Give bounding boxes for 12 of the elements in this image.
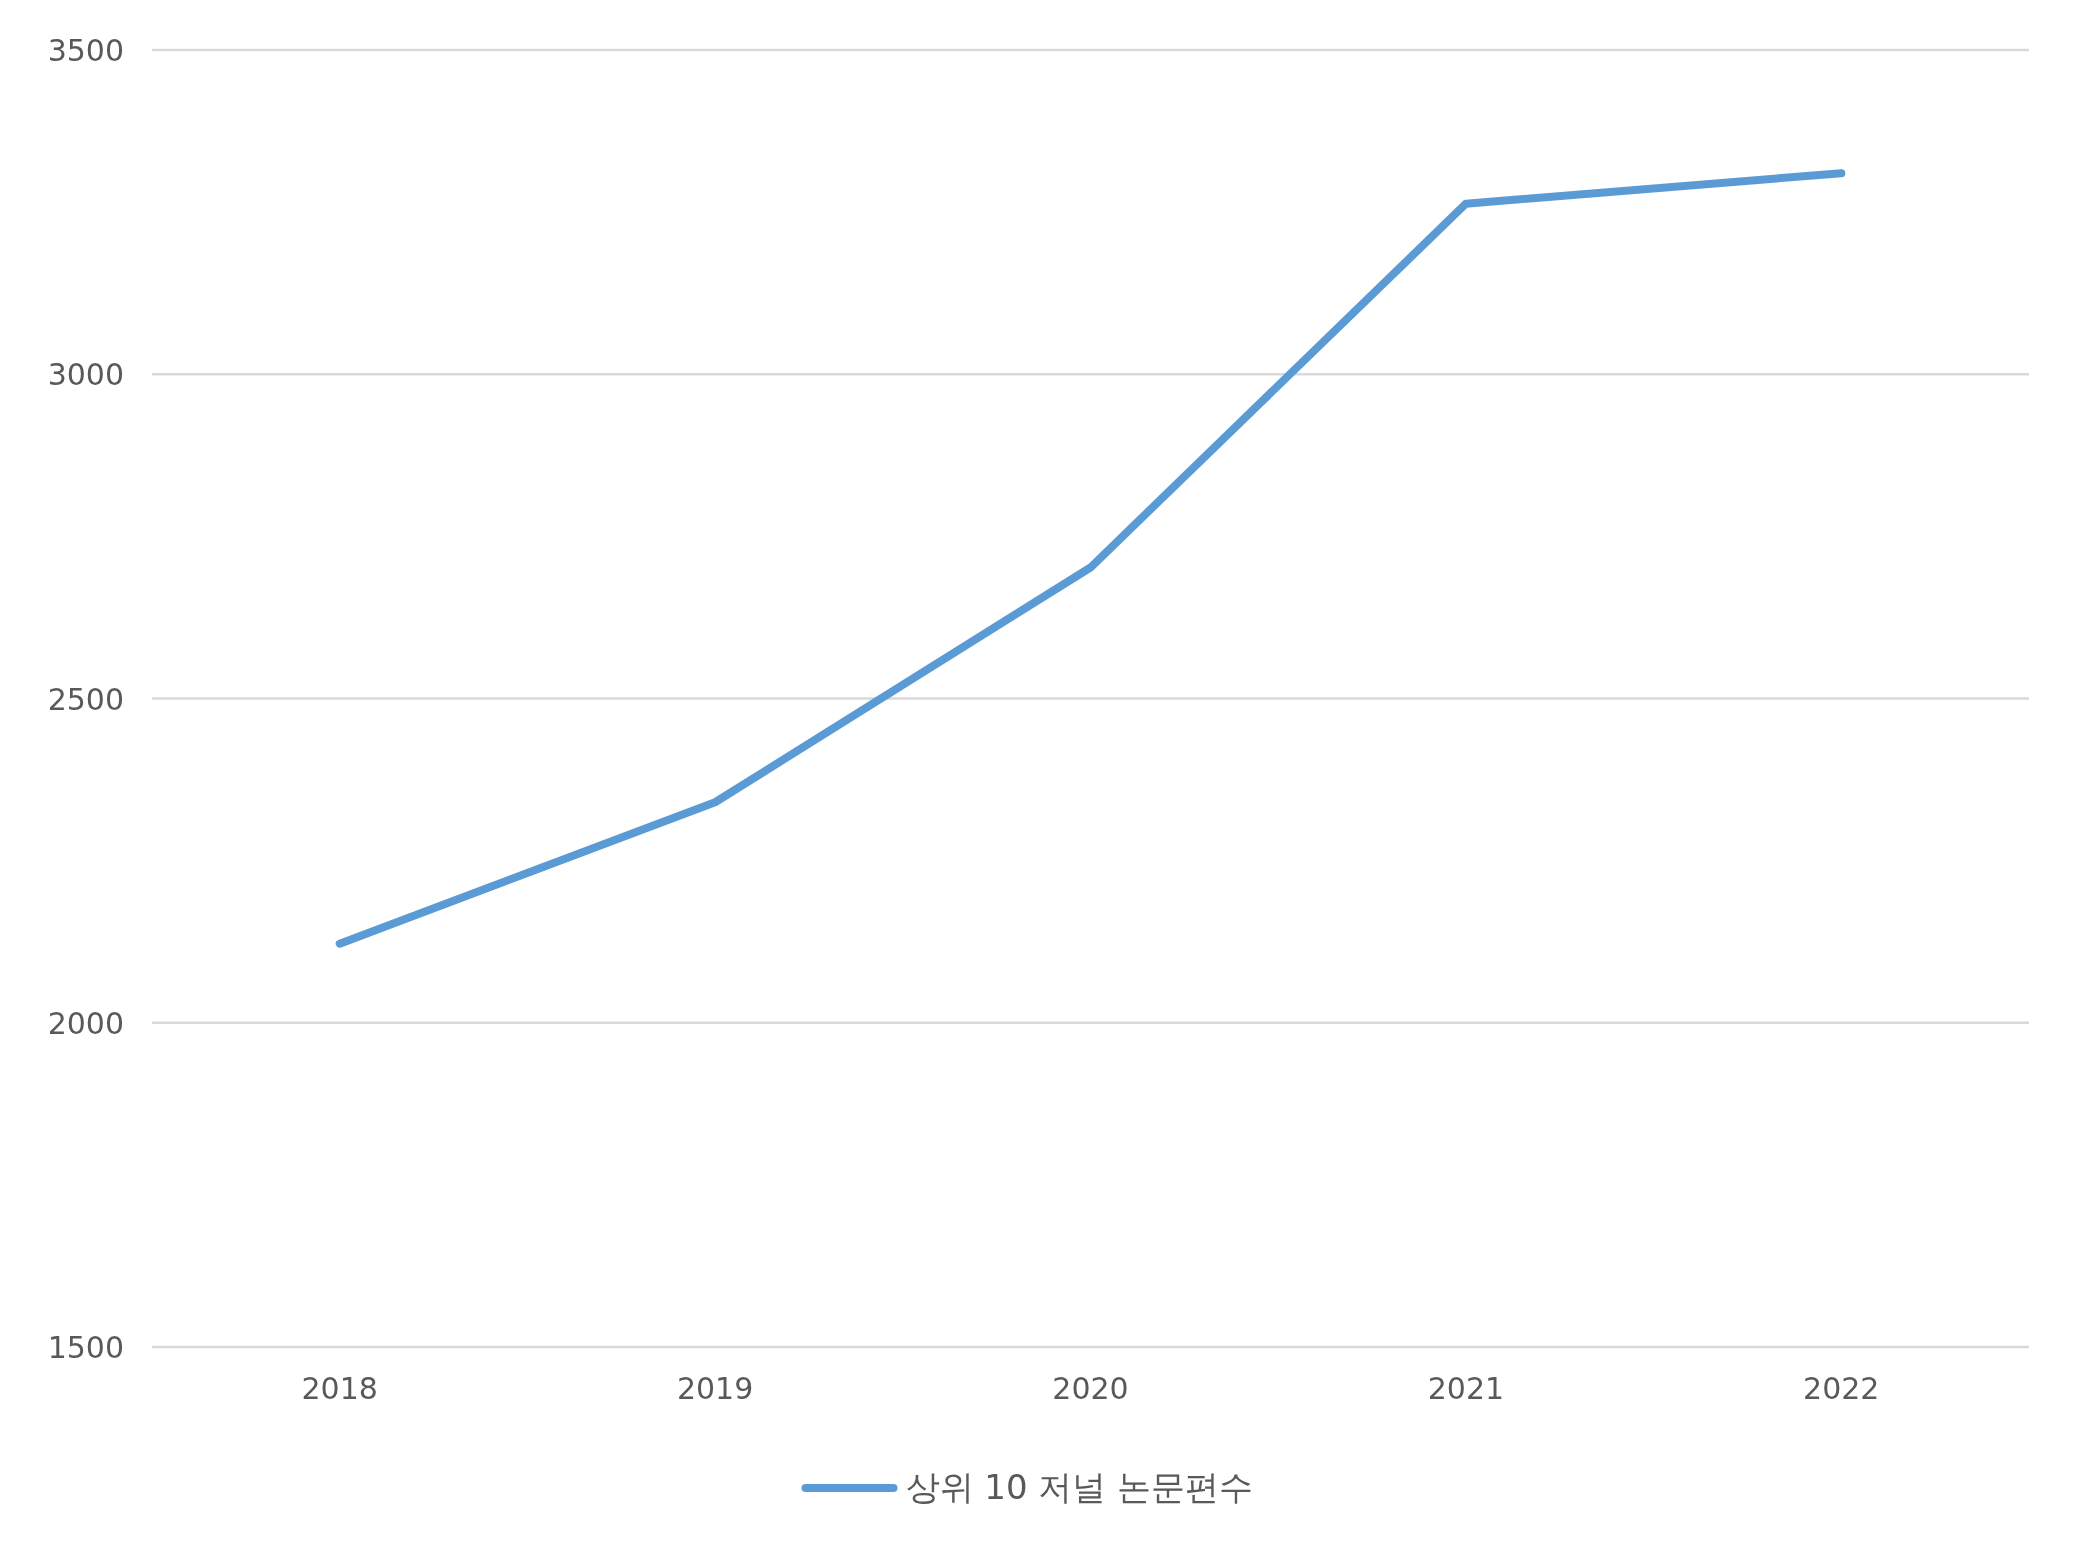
- x-tick-label: 2022: [1803, 1371, 1880, 1406]
- legend: 상위 10 저널 논문편수: [801, 1467, 1254, 1507]
- x-tick-label: 2020: [1052, 1371, 1129, 1406]
- y-tick-label: 3500: [47, 33, 124, 68]
- y-tick-label: 3000: [47, 357, 124, 393]
- legend-label: 상위 10 저널 논문편수: [905, 1467, 1254, 1507]
- x-tick-label: 2019: [676, 1371, 754, 1406]
- x-tick-label: 2021: [1427, 1371, 1505, 1406]
- y-tick-label: 2000: [47, 1005, 124, 1041]
- y-tick-label: 1500: [47, 1330, 124, 1365]
- x-tick-label: 2018: [301, 1371, 378, 1406]
- y-tick-label: 2500: [47, 681, 124, 717]
